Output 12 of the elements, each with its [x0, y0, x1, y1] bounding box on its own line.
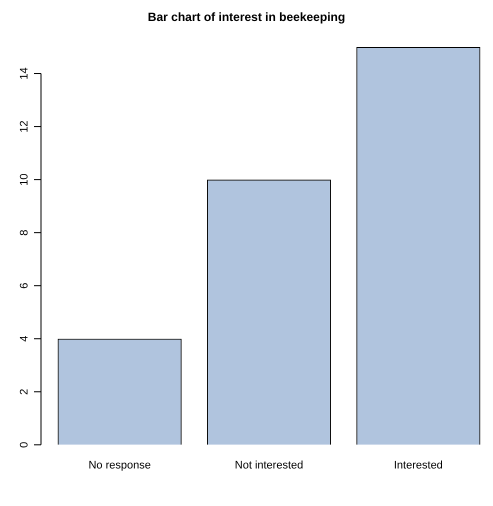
- x-tick-label: Not interested: [234, 459, 304, 472]
- y-tick-label: 6: [18, 282, 31, 289]
- y-tick-label: 2: [18, 388, 31, 395]
- y-tick-label: 4: [18, 336, 31, 342]
- x-tick-label: Interested: [394, 459, 443, 472]
- y-tick-label: 8: [18, 230, 31, 236]
- chart-title: Bar chart of interest in beekeeping: [146, 10, 346, 24]
- y-tick-label: 12: [18, 120, 31, 133]
- y-tick-label: 0: [18, 442, 31, 448]
- y-tick-label: 10: [18, 173, 31, 186]
- x-tick-label: No response: [88, 459, 151, 472]
- y-tick-label: 14: [18, 67, 31, 80]
